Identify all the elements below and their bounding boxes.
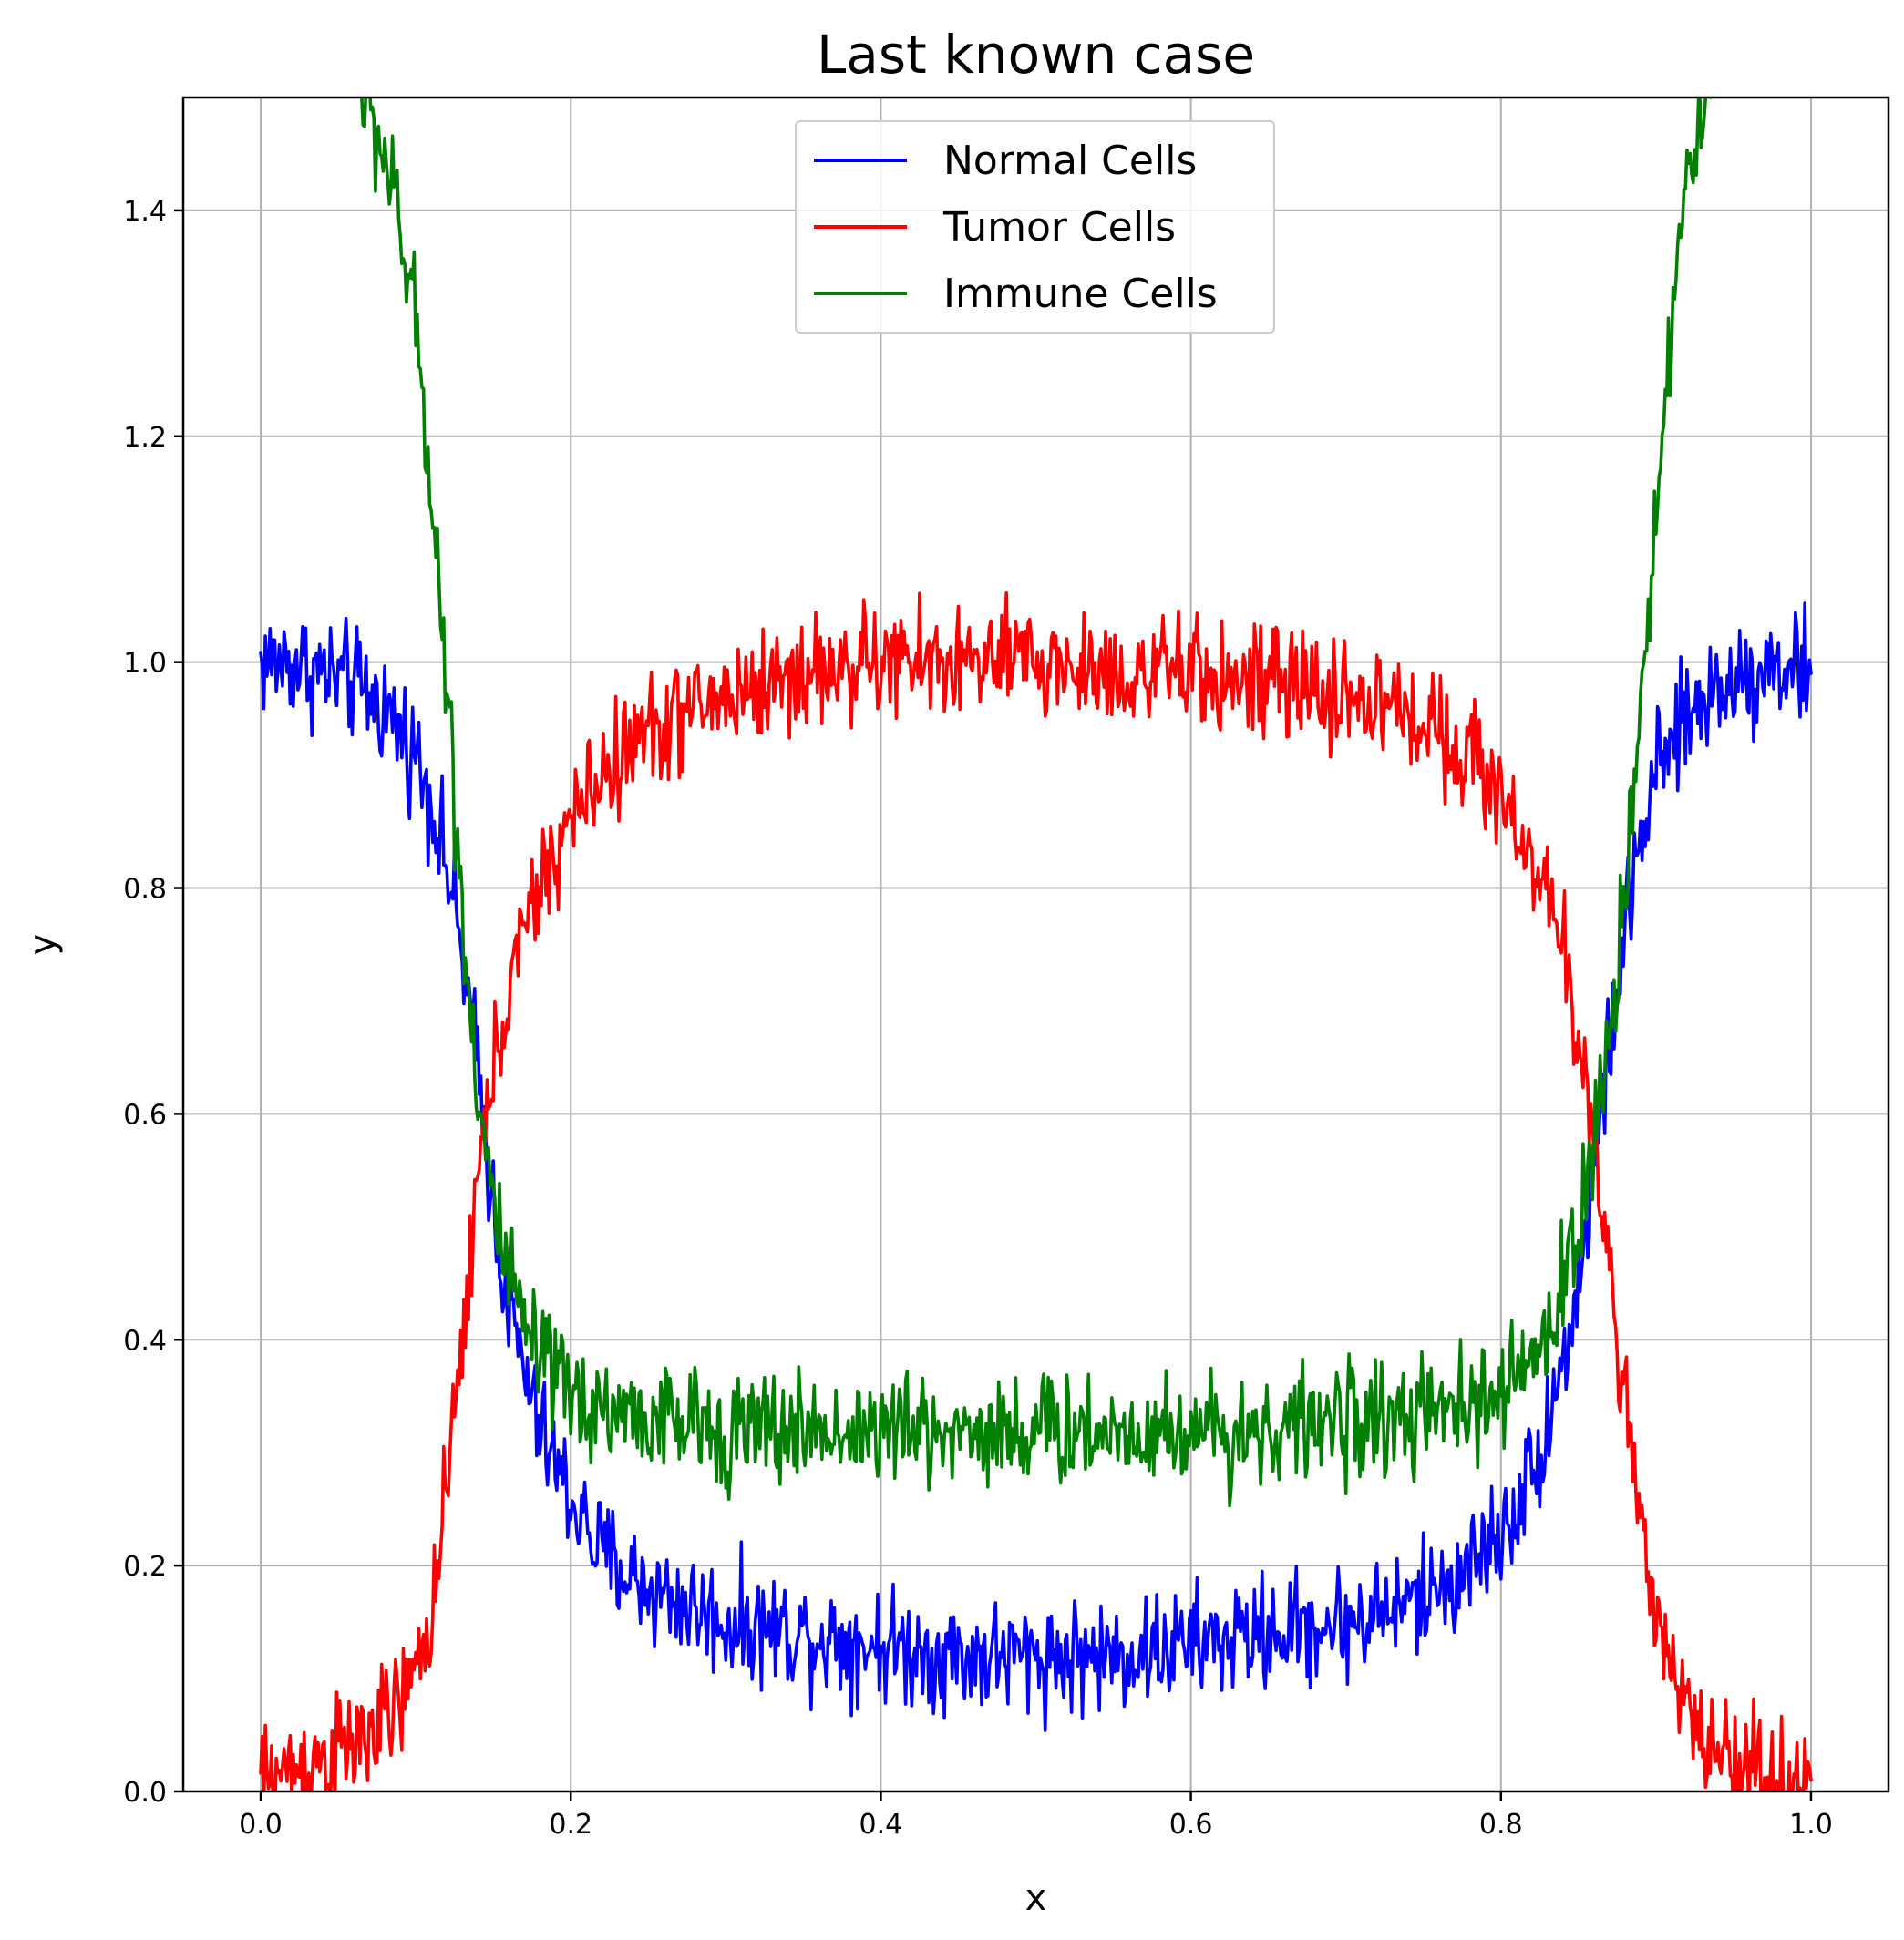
x-tick-label: 0.0 [239,1809,283,1841]
y-tick-label: 0.2 [123,1551,167,1583]
x-axis-label: x [1025,1877,1047,1919]
chart-title: Last known case [817,24,1255,86]
x-axis: 0.0 0.2 0.4 0.6 0.8 1.0 [239,1791,1833,1841]
legend: Normal Cells Tumor Cells Immune Cells [795,120,1275,334]
x-tick-label: 0.8 [1479,1809,1523,1841]
series-line-tumor-cells [259,591,1813,1791]
series-layer [259,98,1813,1791]
legend-box [795,120,1275,334]
y-tick-label: 1.4 [123,196,167,228]
x-tick-label: 0.4 [859,1809,903,1841]
legend-label: Immune Cells [943,271,1218,317]
y-tick-label: 0.0 [123,1777,167,1809]
x-tick-label: 0.6 [1169,1809,1213,1841]
y-tick-label: 1.2 [123,422,167,454]
x-tick-label: 0.2 [549,1809,592,1841]
legend-label: Normal Cells [943,138,1197,184]
legend-label: Tumor Cells [942,204,1176,251]
y-tick-label: 1.0 [123,648,167,680]
plot-frame [181,96,1890,1793]
series-line-immune-cells [360,98,1713,1508]
y-axis: 0.0 0.2 0.4 0.6 0.8 1.0 1.2 1.4 [123,196,183,1809]
x-tick-label: 1.0 [1789,1809,1833,1841]
series-line-normal-cells [259,601,1813,1732]
y-axis-label: y [22,934,64,956]
y-tick-label: 0.8 [123,874,167,906]
y-tick-label: 0.4 [123,1325,167,1357]
y-tick-label: 0.6 [123,1099,167,1131]
